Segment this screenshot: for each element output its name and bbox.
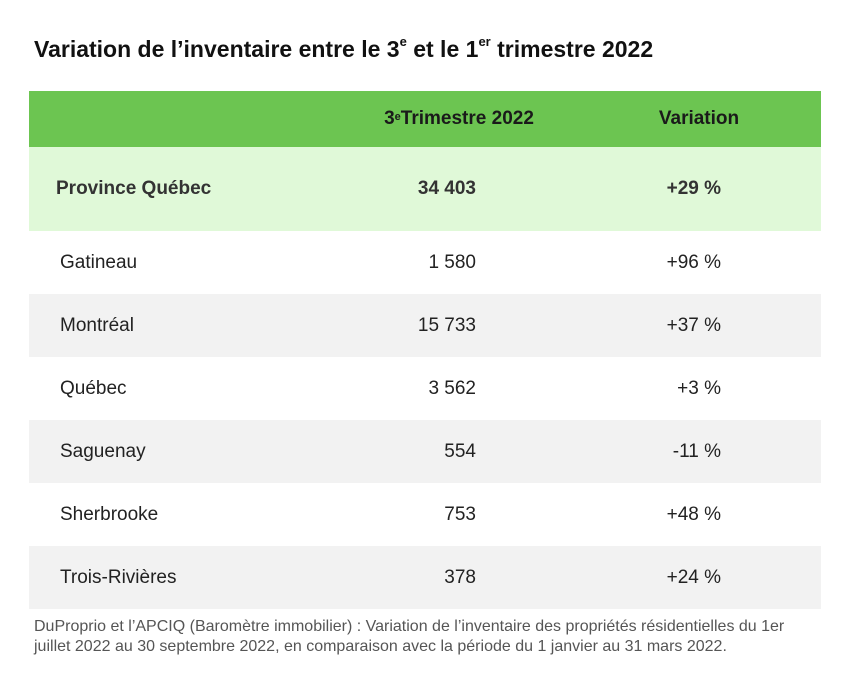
title-part-3: trimestre 2022 xyxy=(490,36,654,62)
table-row: Gatineau 1 580 +96 % xyxy=(29,231,821,294)
row-variation: +96 % xyxy=(666,251,721,273)
table-row: Saguenay 554 -11 % xyxy=(29,420,821,483)
row-name: Montréal xyxy=(60,314,134,336)
row-variation: -11 % xyxy=(672,440,721,462)
title-superscript-1: e xyxy=(399,34,407,50)
province-total-row: Province Québec 34 403 +29 % xyxy=(29,147,821,231)
row-name: Trois-Rivières xyxy=(60,566,177,588)
province-name: Province Québec xyxy=(56,178,212,199)
row-name: Saguenay xyxy=(60,440,146,462)
header-variation-label: Variation xyxy=(658,108,740,129)
title-part-1: Variation de l’inventaire entre le 3 xyxy=(34,36,400,62)
row-variation: +37 % xyxy=(666,314,721,336)
row-variation: +48 % xyxy=(666,503,721,525)
row-name: Sherbrooke xyxy=(60,503,159,525)
row-value: 3 562 xyxy=(428,377,476,399)
table-title: Variation de l’inventaire entre le 3e et… xyxy=(34,34,654,63)
row-value: 378 xyxy=(444,566,476,588)
table-row: Trois-Rivières 378 +24 % xyxy=(29,546,821,609)
header-quarter-superscript: e xyxy=(394,111,401,123)
header-quarter-prefix: 3 xyxy=(384,108,395,129)
title-superscript-2: er xyxy=(478,34,491,50)
source-footnote: DuProprio et l’APCIQ (Baromètre immobili… xyxy=(34,618,785,655)
header-cell-name xyxy=(57,91,337,147)
row-name: Gatineau xyxy=(60,251,138,273)
row-variation: +24 % xyxy=(666,566,721,588)
header-quarter-suffix: Trimestre 2022 xyxy=(400,108,534,129)
row-value: 1 580 xyxy=(428,251,476,273)
table-row: Montréal 15 733 +37 % xyxy=(29,294,821,357)
province-value: 34 403 xyxy=(417,178,476,199)
row-value: 753 xyxy=(444,503,476,525)
row-name: Québec xyxy=(60,377,127,399)
row-variation: +3 % xyxy=(677,377,721,399)
row-value: 15 733 xyxy=(417,314,476,336)
title-part-2: et le 1 xyxy=(406,36,479,62)
province-variation: +29 % xyxy=(666,178,721,199)
header-cell-variation: Variation xyxy=(639,91,759,147)
row-value: 554 xyxy=(444,440,476,462)
table-row: Sherbrooke 753 +48 % xyxy=(29,483,821,546)
table-row: Québec 3 562 +3 % xyxy=(29,357,821,420)
